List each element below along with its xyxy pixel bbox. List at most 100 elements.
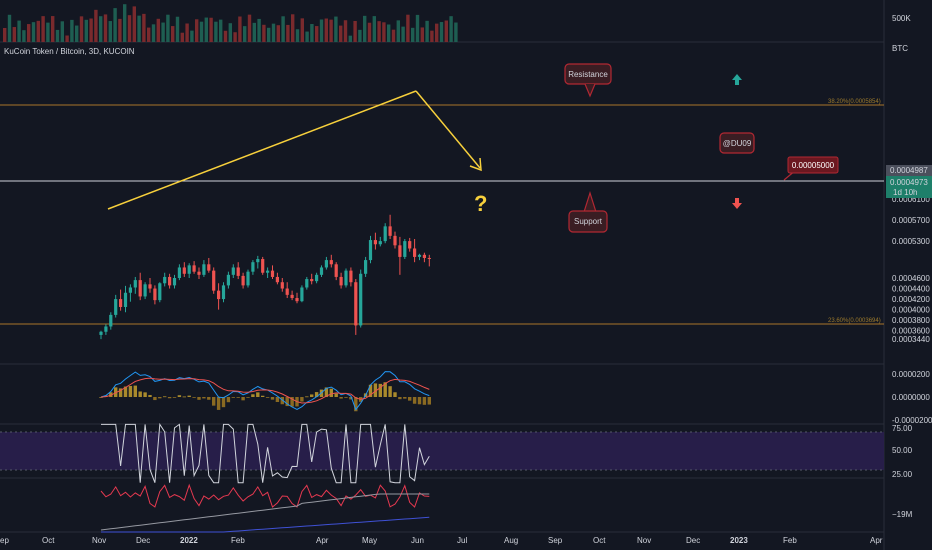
volume-bar (171, 26, 175, 42)
macd-histogram-bar (329, 388, 333, 397)
resistance-callout[interactable]: Resistance (564, 63, 612, 98)
candle (221, 282, 226, 303)
volume-bar (238, 16, 242, 42)
candle (329, 254, 333, 268)
macd-histogram-bar (373, 383, 378, 397)
candle (138, 272, 142, 301)
volume-bar (329, 19, 333, 42)
rising-trendline[interactable] (107, 90, 417, 210)
author-callout[interactable]: @DU09 (719, 132, 755, 154)
time-axis[interactable]: ep Oct Nov Dec 2022 Feb Apr May Jun Jul Aug Sep Oct N… (0, 536, 883, 545)
volume-bar (286, 24, 290, 42)
volume-bar (439, 22, 444, 42)
price-tick-label: 0.0003440 (892, 335, 930, 344)
falling-projection-line[interactable] (415, 90, 481, 169)
price-axis[interactable]: 0.0006100 0.0005700 0.0005300 0.0004600 0.00… (892, 195, 930, 344)
volume-bar (243, 26, 247, 42)
obv-ma-line (100, 493, 430, 531)
volume-bar (123, 4, 127, 42)
volume-bar (228, 23, 232, 42)
volume-bar (363, 15, 367, 43)
volume-bar (454, 22, 458, 42)
time-tick-label: Jun (411, 536, 424, 545)
candle (300, 285, 304, 303)
volume-bar (84, 19, 88, 42)
candle (168, 273, 172, 289)
candle (241, 272, 245, 289)
macd-histogram-bar (192, 397, 196, 398)
volume-bar (51, 16, 55, 42)
volume-bar (99, 16, 103, 42)
macd-histogram-bar (207, 397, 211, 400)
macd-histogram-bar (172, 397, 177, 398)
down-arrow-icon (732, 198, 742, 209)
candle (187, 263, 191, 278)
volume-bar (180, 32, 184, 42)
volume-bar (41, 16, 45, 42)
time-tick-label: Nov (637, 536, 651, 545)
volume-bar (281, 16, 285, 42)
volume-bar (411, 27, 415, 42)
candle (310, 273, 314, 285)
price-currency-label: BTC (892, 44, 908, 53)
macd-histogram-bar (422, 397, 427, 405)
support-callout[interactable]: Support (568, 191, 608, 233)
candle (148, 278, 152, 293)
candle (359, 269, 363, 328)
macd-histogram-bar (324, 387, 329, 397)
candle (413, 239, 417, 263)
macd-histogram-bar (417, 397, 422, 405)
macd-histogram-bar (167, 397, 172, 399)
volume-bar (367, 22, 372, 42)
volume-bar (305, 31, 309, 42)
volume-bar (195, 19, 199, 42)
time-tick-label: Sep (548, 536, 563, 545)
volume-bar (166, 14, 170, 42)
macd-histogram-bar (408, 397, 412, 401)
candle (119, 289, 123, 311)
macd-histogram-bar (163, 396, 167, 398)
candle (177, 264, 181, 281)
candle (133, 276, 137, 294)
time-tick-label: Dec (136, 536, 150, 545)
last-price-tag: 0.0004987 (890, 166, 928, 175)
time-tick-label: Feb (231, 536, 245, 545)
volume-bar (358, 29, 362, 42)
volume-bar (262, 24, 266, 42)
candle (408, 237, 412, 252)
volume-bar (406, 14, 410, 42)
volume-bar (118, 18, 122, 42)
candle (261, 256, 265, 275)
candle (403, 239, 407, 260)
macd-histogram-bar (393, 392, 397, 397)
macd-pane (99, 371, 431, 412)
volume-bar (300, 18, 304, 42)
volume-bar (60, 21, 64, 42)
volume-bar (79, 16, 84, 42)
volume-bar (334, 16, 338, 42)
volume-bar (103, 14, 108, 42)
volume-bar (377, 21, 381, 42)
volume-pane (3, 4, 458, 43)
macd-histogram-bar (182, 396, 186, 398)
volume-bar (3, 28, 7, 42)
macd-histogram-bar (339, 397, 343, 399)
price-tick-label: 0.0004000 (892, 306, 930, 315)
time-tick-label: ep (0, 536, 9, 545)
volume-bar (276, 25, 280, 42)
volume-bar (27, 24, 31, 42)
candle (344, 268, 348, 288)
macd-histogram-bar (383, 382, 387, 397)
volume-bar (161, 22, 165, 42)
candle (339, 272, 343, 289)
candle (217, 283, 221, 310)
price-level-callout[interactable]: 0.00005000 (783, 156, 839, 181)
candle (143, 282, 147, 300)
candle (324, 256, 328, 270)
candle (280, 278, 284, 292)
rsi-line (101, 422, 430, 484)
candle (266, 267, 270, 278)
candle (231, 264, 235, 278)
volume-bar (94, 9, 98, 42)
